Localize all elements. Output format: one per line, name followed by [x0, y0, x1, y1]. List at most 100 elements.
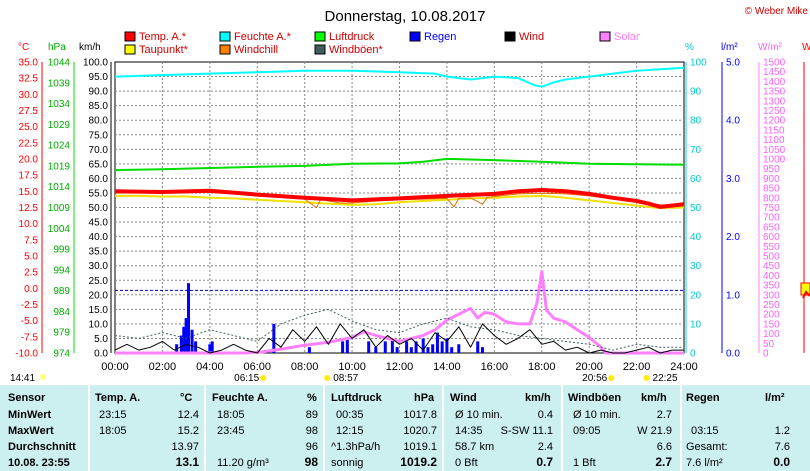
pressure-forecast: sonnig [331, 457, 364, 469]
chart-title: Donnerstag, 10.08.2017 [325, 8, 486, 25]
x-tick-label: 12:00 [386, 361, 414, 373]
wind-axis-tick: 10.0 [89, 319, 109, 330]
axes-group: 35.0 32.5 30.0 27.5 25.0 22.5 20.0 17.5 15.0 12.5… [15, 58, 785, 360]
legend-swatch [219, 44, 231, 55]
rain-max-value: 1.2 [774, 425, 790, 437]
x-tick-label: 10:00 [338, 361, 366, 373]
legend-label: Windböen* [329, 44, 384, 56]
wind-axis-tick: 30.0 [89, 261, 109, 272]
separator [323, 385, 325, 471]
rain-bar [208, 344, 212, 353]
series-feuchte-a [114, 66, 685, 88]
solar-axis-tick: 1050 [763, 145, 786, 156]
humidity-max-value: 98 [305, 425, 318, 437]
wind-axis-tick: 0.0 [94, 349, 108, 360]
moon-icon [40, 374, 46, 380]
legend-label: Temp. A.* [139, 31, 187, 43]
x-tick-label: 00:00 [101, 361, 129, 373]
temp-axis-tick: 15.0 [19, 187, 39, 198]
copyright: © Weber Mike [745, 6, 809, 17]
humidity-axis-tick: 30 [690, 261, 702, 272]
rain-bar [307, 347, 311, 353]
x-tick-label: 06:00 [243, 361, 271, 373]
temp-axis-tick: 2.5 [24, 268, 38, 279]
solar-axis-tick: 1400 [763, 77, 786, 88]
pressure-axis-tick: 984 [53, 307, 70, 318]
sensor-row-avg: Durchschnitt [8, 441, 76, 453]
solar-axis-tick: 100 [763, 329, 780, 340]
wind-axis-tick: 50.0 [89, 203, 109, 214]
separator [680, 385, 682, 471]
extra-unit: W [802, 42, 810, 53]
rain-bar [440, 341, 444, 353]
pressure-axis-tick: 1024 [48, 141, 71, 152]
pressure-axis-tick: 1009 [48, 203, 71, 214]
sun-time: 22:25 [653, 373, 678, 384]
humidity-axis-tick: 100 [690, 58, 707, 69]
rain-bar [272, 323, 276, 353]
rain-axis-tick: 4.0 [726, 116, 740, 127]
solar-axis-tick: 1200 [763, 116, 786, 127]
pressure-max-time: 12:15 [336, 425, 364, 437]
pressure-axis-tick: 1029 [48, 120, 71, 131]
legend-label: Solar [614, 31, 640, 43]
separator [442, 385, 444, 471]
rain-bar [409, 347, 413, 353]
x-axis: 00:00 02:00 04:00 06:00 08:00 10:00 12:00 14:00… [101, 361, 698, 373]
sensor-header: Sensor [8, 392, 46, 404]
solar-axis-tick: 1300 [763, 96, 786, 107]
temp-axis-tick: 20.0 [19, 155, 39, 166]
legend-swatch [504, 31, 516, 42]
wind-axis-tick: 100.0 [83, 58, 108, 69]
rain-bar [210, 341, 214, 353]
gusts-max-value: W 21.9 [637, 425, 672, 437]
sun-icon [608, 375, 615, 381]
wind-bft: 0 Bft [455, 457, 478, 469]
wind-axis-tick: 35.0 [89, 247, 109, 258]
rain-bar [190, 329, 194, 353]
rain-bar [480, 347, 484, 353]
wind-axis-tick: 20.0 [89, 290, 109, 301]
legend-swatch [219, 31, 231, 42]
x-tick-label: 04:00 [196, 361, 224, 373]
pressure-axis-tick: 1034 [48, 99, 71, 110]
rain-bar [341, 341, 345, 353]
wind-distance: 58.7 km [455, 441, 495, 453]
gusts-avg10-value: 2.7 [656, 409, 672, 421]
temp-axis-tick: 17.5 [19, 171, 39, 182]
series-luftdruck [114, 157, 685, 172]
wind-avg10-value: 0.4 [537, 409, 553, 421]
rain-bar [182, 326, 186, 353]
pressure-min-value: 1017.8 [403, 409, 437, 421]
temp-avg-value: 13.97 [171, 441, 199, 453]
sun-icon [260, 375, 267, 381]
temp-axis-tick: 32.5 [19, 74, 39, 85]
rain-bar [179, 335, 183, 353]
x-tick-label: 14:00 [433, 361, 461, 373]
x-tick-label: 22:00 [623, 361, 651, 373]
humidity-max-time: 23:45 [217, 425, 245, 437]
rain-bar [383, 341, 387, 353]
sensor-row-min: MinWert [8, 409, 52, 421]
solar-axis-tick: 1000 [763, 155, 786, 166]
rain-header: Regen [686, 392, 720, 404]
series-windb-en [114, 308, 684, 351]
solar-axis-tick: 1250 [763, 106, 786, 117]
wind-unit: km/h [525, 392, 551, 404]
humidity-axis-tick: 0 [690, 349, 696, 360]
sensor-row-max: MaxWert [8, 425, 54, 437]
wind-axis-tick: 60.0 [89, 174, 109, 185]
plot-series [114, 66, 685, 355]
humidity-axis-tick: 20 [690, 290, 702, 301]
series-wind [114, 323, 684, 354]
temp-axis-tick: -7.5 [21, 332, 39, 343]
pressure-axis-tick: 994 [53, 265, 70, 276]
sun-icon [324, 375, 331, 381]
legend-label: Windchill [234, 44, 278, 56]
rain-bar [431, 344, 435, 353]
solar-axis-tick: 700 [763, 213, 780, 224]
pressure-unit: hPa [48, 42, 66, 53]
temp-unit: °C [18, 42, 29, 53]
pressure-avg-value: 1019.1 [403, 441, 437, 453]
solar-axis-tick: 0 [763, 349, 769, 360]
